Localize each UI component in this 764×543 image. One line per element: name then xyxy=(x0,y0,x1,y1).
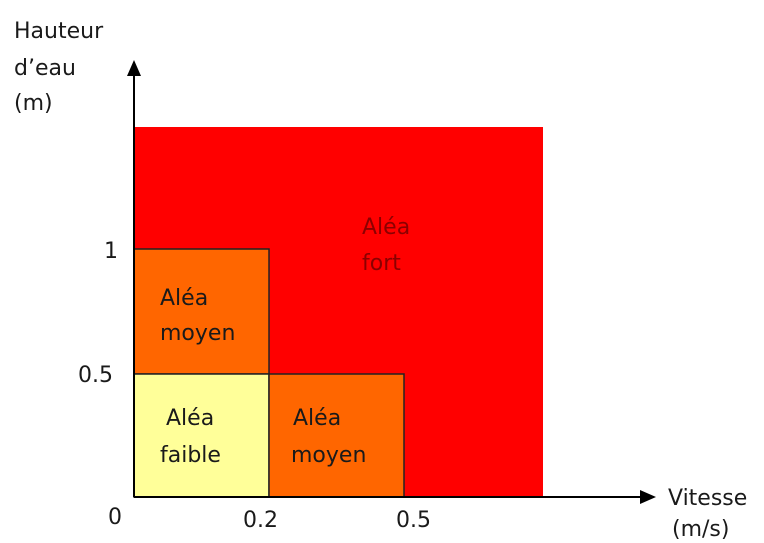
x-axis-label-line1: Vitesse xyxy=(668,486,747,511)
zone-moyen-top-label: Aléa moyen xyxy=(160,286,235,346)
y-tick-0: 0 xyxy=(108,505,122,530)
x-tick-0-5: 0.5 xyxy=(396,508,431,533)
zone-moyen-right-label-line2: moyen xyxy=(291,443,366,468)
x-axis-label: Vitesse (m/s) xyxy=(668,486,754,542)
zone-fort-label-line1: Aléa xyxy=(362,215,410,240)
zone-moyen-right-label-line1: Aléa xyxy=(293,406,341,431)
y-axis-label-line2: d’eau xyxy=(14,56,76,81)
zone-moyen-top-label-line2: moyen xyxy=(160,321,235,346)
zone-faible-label-line1: Aléa xyxy=(166,406,214,431)
zone-moyen-right xyxy=(268,373,405,498)
y-axis-label-line1: Hauteur xyxy=(14,19,104,44)
y-axis-label: Hauteur d’eau (m) xyxy=(14,19,110,116)
x-axis-label-line2: (m/s) xyxy=(672,517,729,542)
y-axis-label-line3: (m) xyxy=(14,91,53,116)
zone-fort-label: Aléa fort xyxy=(362,215,417,276)
zone-moyen-top-label-line1: Aléa xyxy=(160,286,208,311)
zone-faible xyxy=(133,373,270,498)
zone-moyen-top xyxy=(133,248,270,375)
zone-moyen-right-label: Aléa moyen xyxy=(291,406,366,468)
zone-fort-label-line2: fort xyxy=(362,251,401,276)
zone-faible-label-line2: faible xyxy=(160,443,221,468)
x-tick-0-2: 0.2 xyxy=(243,508,278,533)
y-axis-arrowhead xyxy=(127,60,141,76)
zone-faible-label: Aléa faible xyxy=(160,406,221,468)
x-axis-arrowhead xyxy=(640,490,656,504)
y-tick-1: 1 xyxy=(104,239,118,264)
y-tick-0-5: 0.5 xyxy=(78,363,113,388)
